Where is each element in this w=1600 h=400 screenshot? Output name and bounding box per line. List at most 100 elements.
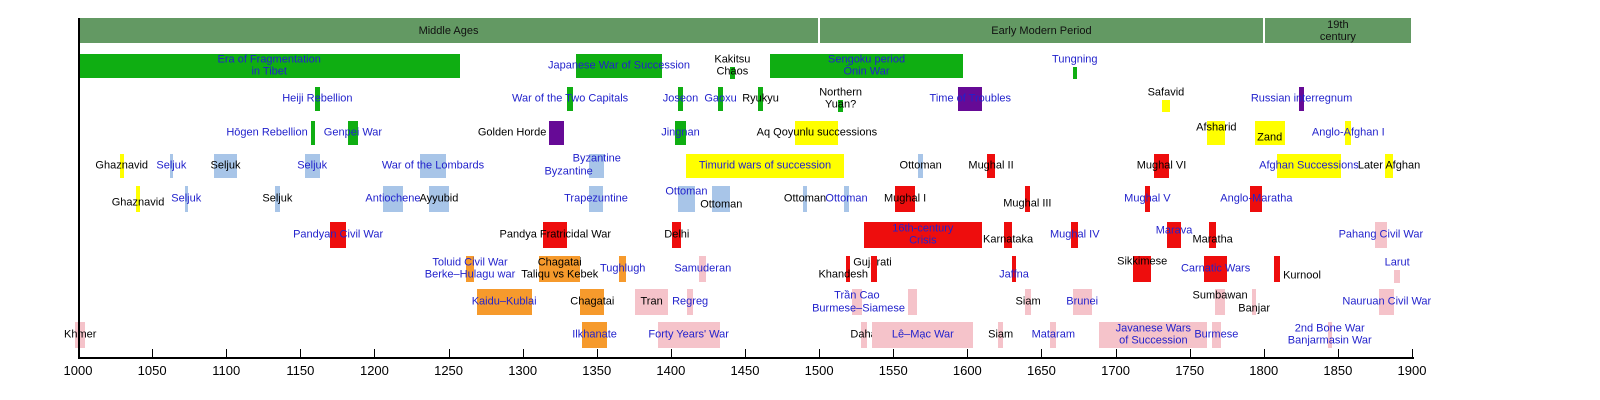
- hogen-rebellion-label-line1[interactable]: Hōgen Rebellion: [226, 126, 308, 139]
- tughlugh-label-line1[interactable]: Tughlugh: [599, 262, 646, 275]
- ottoman-interregnum-label[interactable]: Ottoman: [665, 186, 707, 198]
- kaidu-kublai-label[interactable]: Kaidu–Kublai: [472, 296, 537, 308]
- era-of-fragmentation-in-tibet-label-line1[interactable]: Era of Fragmentation: [217, 53, 321, 66]
- tungning-label[interactable]: Tungning: [1052, 54, 1097, 66]
- mataram-label[interactable]: Mataram: [1032, 329, 1075, 341]
- heiji-rebellion-label[interactable]: Heiji Rebellion: [282, 93, 352, 105]
- era-of-fragmentation-in-tibet-label[interactable]: Era of Fragmentation in Tibet: [217, 53, 321, 78]
- seljuk-1157-label-line1[interactable]: Seljuk: [297, 159, 328, 172]
- pahang-civil-war-label-line1[interactable]: Pahang Civil War: [1338, 228, 1424, 241]
- forty-years-war-label-line1[interactable]: Forty Years' War: [648, 328, 729, 341]
- japanese-war-of-succession-label-line1[interactable]: Japanese War of Succession: [547, 59, 691, 72]
- sixteenth-century-crisis-label[interactable]: 16th-century Crisis: [892, 222, 954, 247]
- samuderan-label-line1[interactable]: Samuderan: [674, 262, 732, 275]
- mataram-label-line1[interactable]: Mataram: [1031, 328, 1075, 341]
- ottoman-1517-label-line1[interactable]: Ottoman: [825, 192, 868, 205]
- genpei-war-label-line1[interactable]: Genpei War: [323, 126, 383, 139]
- anglo-afghan-i-label[interactable]: Anglo-Afghan I: [1312, 127, 1385, 139]
- brunei-label[interactable]: Brunei: [1066, 296, 1098, 308]
- larut-label-line1[interactable]: Larut: [1384, 256, 1410, 269]
- sengoku-period-onin-war-label-line2[interactable]: Ōnin War: [843, 65, 890, 77]
- burmese-label[interactable]: Burmese: [1194, 329, 1238, 341]
- seljuk-1072-label[interactable]: Seljuk: [171, 193, 201, 205]
- nauruan-civil-war-label-line1[interactable]: Nauruan Civil War: [1342, 295, 1432, 308]
- burmese-siamese-label-line1[interactable]: Burmese–Siamese: [812, 302, 906, 315]
- jaffna-label[interactable]: Jaffna: [999, 269, 1029, 281]
- tungning-label-line1[interactable]: Tungning: [1052, 53, 1098, 66]
- trapezuntine-label-line1[interactable]: Trapezuntine: [564, 192, 628, 205]
- javanese-wars-of-succession-label[interactable]: Javanese Wars of Succession: [1115, 322, 1192, 347]
- ilkhanate-label[interactable]: Ilkhanate: [572, 329, 617, 341]
- marava-label-line1[interactable]: Marava: [1155, 224, 1193, 237]
- war-of-the-lombards-label[interactable]: War of the Lombards: [382, 160, 484, 172]
- tughlugh-label[interactable]: Tughlugh: [600, 263, 645, 275]
- mughal-iv-label[interactable]: Mughal IV: [1050, 229, 1100, 241]
- burmese-label-line1[interactable]: Burmese: [1194, 328, 1239, 341]
- trapezuntine-label[interactable]: Trapezuntine: [564, 193, 628, 205]
- javanese-wars-of-succession-label-line2[interactable]: of Succession: [1119, 334, 1188, 346]
- gaoxu-label[interactable]: Gaoxu: [704, 93, 736, 105]
- second-bone-war-label-line2[interactable]: Banjarmasin War: [1287, 334, 1372, 346]
- byzantine-lower-label[interactable]: Byzantine: [544, 166, 592, 178]
- japanese-war-of-succession-label[interactable]: Japanese War of Succession: [548, 60, 690, 72]
- seljuk-1157-label[interactable]: Seljuk: [297, 160, 327, 172]
- javanese-wars-of-succession-label-line1[interactable]: Javanese Wars: [1115, 322, 1192, 335]
- war-of-the-lombards-label-line1[interactable]: War of the Lombards: [381, 159, 485, 172]
- timurid-wars-of-succession-label-line1[interactable]: Timurid wars of succession: [698, 159, 832, 172]
- joseon-label-line1[interactable]: Joseon: [662, 92, 699, 105]
- pahang-civil-war-label[interactable]: Pahang Civil War: [1339, 229, 1424, 241]
- larut-label[interactable]: Larut: [1385, 257, 1410, 269]
- seljuk-1072-label-line1[interactable]: Seljuk: [171, 192, 202, 205]
- timurid-wars-of-succession-label[interactable]: Timurid wars of succession: [699, 160, 831, 172]
- hogen-rebellion-label[interactable]: Hōgen Rebellion: [226, 127, 307, 139]
- ottoman-1517-label[interactable]: Ottoman: [825, 193, 867, 205]
- carnatic-wars-label[interactable]: Carnatic Wars: [1181, 263, 1250, 275]
- jingnan-label-line1[interactable]: Jingnan: [661, 126, 700, 139]
- russian-interregnum-label-line1[interactable]: Russian interregnum: [1250, 92, 1353, 105]
- anglo-maratha-label[interactable]: Anglo-Maratha: [1220, 193, 1292, 205]
- regreg-label-line1[interactable]: Regreg: [672, 295, 709, 308]
- ottoman-interregnum-label-line1[interactable]: Ottoman: [665, 185, 708, 198]
- time-of-troubles-label[interactable]: Time of Troubles: [930, 93, 1012, 105]
- war-of-the-two-capitals-label[interactable]: War of the Two Capitals: [512, 93, 628, 105]
- toluid-civil-war-label-line2[interactable]: Berke–Hulagu war: [424, 268, 516, 280]
- seljuk-1063-label[interactable]: Seljuk: [156, 160, 186, 172]
- gaoxu-label-line1[interactable]: Gaoxu: [704, 92, 737, 105]
- war-of-the-two-capitals-label-line1[interactable]: War of the Two Capitals: [511, 92, 629, 105]
- burmese-siamese-label[interactable]: Burmese–Siamese: [812, 303, 905, 315]
- toluid-civil-war-label-line1[interactable]: Toluid Civil War: [432, 256, 508, 269]
- time-of-troubles-label-line1[interactable]: Time of Troubles: [929, 92, 1012, 105]
- jaffna-label-line1[interactable]: Jaffna: [999, 268, 1029, 281]
- genpei-war-label[interactable]: Genpei War: [324, 127, 382, 139]
- marava-label[interactable]: Marava: [1156, 225, 1193, 237]
- jingnan-label[interactable]: Jingnan: [661, 127, 700, 139]
- nauruan-civil-war-label[interactable]: Nauruan Civil War: [1342, 296, 1431, 308]
- regreg-label[interactable]: Regreg: [672, 296, 708, 308]
- ilkhanate-label-line1[interactable]: Ilkhanate: [572, 328, 617, 341]
- mughal-v-label[interactable]: Mughal V: [1124, 193, 1170, 205]
- era-of-fragmentation-in-tibet-label-line2[interactable]: in Tibet: [251, 65, 287, 77]
- antiochene-label-line1[interactable]: Antiochene: [365, 192, 421, 205]
- joseon-label[interactable]: Joseon: [663, 93, 698, 105]
- pandyan-civil-war-label[interactable]: Pandyan Civil War: [293, 229, 383, 241]
- mughal-v-label-line1[interactable]: Mughal V: [1124, 192, 1171, 205]
- second-bone-war-label[interactable]: 2nd Bone War Banjarmasin War: [1287, 322, 1372, 347]
- heiji-rebellion-label-line1[interactable]: Heiji Rebellion: [282, 92, 353, 105]
- toluid-civil-war-label[interactable]: Toluid Civil War Berke–Hulagu war: [424, 256, 516, 281]
- sixteenth-century-crisis-label-line1[interactable]: 16th-century: [892, 222, 954, 235]
- kaidu-kublai-label-line1[interactable]: Kaidu–Kublai: [471, 295, 537, 308]
- byzantine-upper-label[interactable]: Byzantine: [573, 153, 621, 165]
- anglo-afghan-i-label-line1[interactable]: Anglo-Afghan I: [1311, 126, 1385, 139]
- russian-interregnum-label[interactable]: Russian interregnum: [1251, 93, 1353, 105]
- afghan-successions-label-line1[interactable]: Afghan Successions: [1259, 159, 1359, 172]
- sengoku-period-onin-war-label[interactable]: Sengoku period Ōnin War: [828, 54, 905, 78]
- mughal-iv-label-line1[interactable]: Mughal IV: [1050, 228, 1100, 241]
- forty-years-war-label[interactable]: Forty Years' War: [648, 329, 729, 341]
- carnatic-wars-label-line1[interactable]: Carnatic Wars: [1180, 262, 1251, 275]
- pandyan-civil-war-label-line1[interactable]: Pandyan Civil War: [293, 228, 384, 241]
- le-mac-war-label-line1[interactable]: Lê–Mạc War: [891, 328, 954, 341]
- tran-cao-label-line1[interactable]: Trần Cao: [834, 289, 880, 302]
- second-bone-war-label-line1[interactable]: 2nd Bone War: [1294, 322, 1365, 335]
- byzantine-upper-label-line1[interactable]: Byzantine: [572, 152, 621, 165]
- byzantine-lower-label-line1[interactable]: Byzantine: [544, 165, 593, 178]
